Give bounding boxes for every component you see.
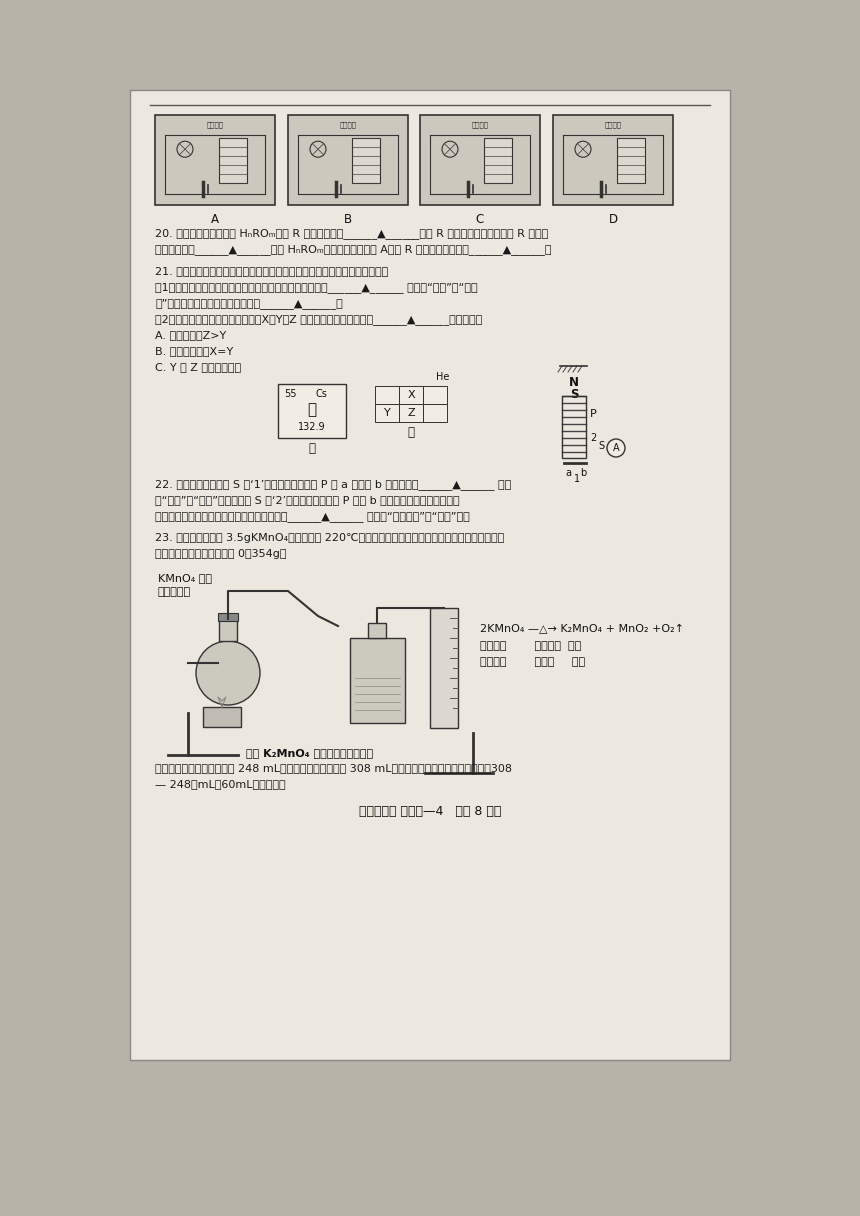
Text: 呆紫红色        呆綠色     不溫: 呆紫红色 呆綠色 不溫 — [480, 657, 585, 668]
Text: A: A — [612, 443, 619, 454]
Text: 属”），该元素原子的核外电子数为______▲______。: 属”），该元素原子的核外电子数为______▲______。 — [155, 298, 343, 309]
Text: S: S — [569, 388, 578, 401]
Text: 科学检测卷 试题卷—4   （共 8 页）: 科学检测卷 试题卷—4 （共 8 页） — [359, 805, 501, 818]
Bar — [423, 404, 447, 422]
Text: 填“伸长”或“缩短”）；当开关 S 接‘2’，将滑动变阻器片 P 滑至 b 端，并剪断弹簧，让条形磁: 填“伸长”或“缩短”）；当开关 S 接‘2’，将滑动变阻器片 P 滑至 b 端，… — [155, 495, 459, 505]
Text: 弹性耐候: 弹性耐候 — [471, 122, 488, 128]
Bar — [562, 396, 586, 458]
Text: 式计算的理论量为放出氧气 0．354g。: 式计算的理论量为放出氧气 0．354g。 — [155, 548, 286, 559]
Bar — [203, 706, 241, 727]
Circle shape — [196, 641, 260, 705]
Bar — [483, 137, 513, 182]
Text: — 248）mL＝60mL。试回答：: — 248）mL＝60mL。试回答： — [155, 779, 286, 789]
Text: （1）图甲是錸元素在元素周期表中的信息，则錸元素属于______▲______ （选填“金属”或“非金: （1）图甲是錸元素在元素周期表中的信息，则錸元素属于______▲______ … — [155, 282, 477, 293]
Bar — [278, 384, 346, 438]
Text: Y: Y — [384, 409, 390, 418]
Text: a: a — [565, 468, 571, 478]
Text: C: C — [476, 213, 484, 226]
Bar — [420, 116, 540, 206]
Text: 21. 元素周期表是学习和研究化学的重要工具，试根据图所示回答相应问题：: 21. 元素周期表是学习和研究化学的重要工具，试根据图所示回答相应问题： — [155, 266, 388, 276]
Text: KMnO₄ 制氧: KMnO₄ 制氧 — [158, 573, 212, 582]
Text: A. 原子序数：Z>Y: A. 原子序数：Z>Y — [155, 330, 226, 340]
Text: 体穿过线圈，产生电磁感应，电流表的指针会______▲______ （选填“发生偏转”或“不动”）。: 体穿过线圈，产生电磁感应，电流表的指针会______▲______ （选填“发生… — [155, 511, 470, 522]
Text: N: N — [569, 376, 579, 389]
Text: 1: 1 — [574, 474, 580, 484]
Text: 换算成标准状况下的体积为 248 mL，而实际测得的氧气为 308 mL（标准状况），超过理论量为：（308: 换算成标准状况下的体积为 248 mL，而实际测得的氧气为 308 mL（标准状… — [155, 762, 512, 773]
Text: Cs: Cs — [316, 389, 328, 399]
Bar — [219, 619, 237, 641]
Text: A: A — [211, 213, 219, 226]
Bar — [218, 137, 248, 182]
Bar — [423, 385, 447, 404]
Bar — [350, 638, 405, 724]
Text: 23. 由实验测知：取 3.5gKMnO₄晶体加热到 220℃，分解放出的氧气多于按下式计算的理论量。按下: 23. 由实验测知：取 3.5gKMnO₄晶体加热到 220℃，分解放出的氧气多… — [155, 533, 504, 544]
Text: 20. 某化合物的化学式为 HₙROₘ，则 R 的化化合价为______▲______；若 R 的化化合价为奇数，则 R 的氧化: 20. 某化合物的化学式为 HₙROₘ，则 R 的化化合价为______▲___… — [155, 229, 549, 238]
Text: D: D — [608, 213, 617, 226]
Text: He: He — [436, 372, 450, 382]
Text: 乙: 乙 — [408, 426, 415, 439]
Bar — [218, 613, 238, 621]
Text: P: P — [590, 409, 597, 420]
Text: b: b — [580, 468, 587, 478]
Text: （2）图乙为元素周期表的一部分，X、Y、Z 代表三种不同元素，以下______▲______判断正确。: （2）图乙为元素周期表的一部分，X、Y、Z 代表三种不同元素，以下______▲… — [155, 314, 482, 325]
Bar — [399, 385, 423, 404]
Text: 弹性耐候: 弹性耐候 — [605, 122, 622, 128]
Bar — [288, 116, 408, 206]
Bar — [430, 608, 458, 728]
Text: 气后的残渣: 气后的残渣 — [158, 587, 191, 597]
Text: 2: 2 — [590, 433, 596, 443]
Text: C. Y 和 Z 处于同一周期: C. Y 和 Z 处于同一周期 — [155, 362, 241, 372]
Text: 132.9: 132.9 — [298, 422, 326, 432]
Bar — [617, 137, 645, 182]
Text: 物的化学式为______▲______；若 HₙROₘ的相对分子质量为 A，则 R 的相对原子质量为______▲______。: 物的化学式为______▲______；若 HₙROₘ的相对分子质量为 A，则 … — [155, 244, 551, 255]
Bar — [375, 385, 399, 404]
Text: 55: 55 — [284, 389, 297, 399]
Text: 弹性耐候: 弹性耐候 — [206, 122, 224, 128]
Text: 22. 如图所示，当开关 S 接‘1’，将滑动变阻器片 P 由 a 端滑向 b 端，弹簧将______▲______ （选: 22. 如图所示，当开关 S 接‘1’，将滑动变阻器片 P 由 a 端滑向 b … — [155, 479, 511, 490]
Text: 检验 K₂MnO₄ 分解产生氧气的实验: 检验 K₂MnO₄ 分解产生氧气的实验 — [247, 748, 373, 758]
Bar — [352, 137, 380, 182]
Circle shape — [607, 439, 625, 457]
Text: S: S — [598, 441, 604, 451]
Text: 甲: 甲 — [309, 441, 316, 455]
Text: 弹性耐候: 弹性耐候 — [340, 122, 357, 128]
Bar — [553, 116, 673, 206]
Bar — [368, 623, 386, 638]
Text: 溢于水后        溢于水后  黑色: 溢于水后 溢于水后 黑色 — [480, 641, 581, 651]
Text: B. 核外电子数：X=Y: B. 核外电子数：X=Y — [155, 347, 233, 356]
Bar — [155, 116, 275, 206]
Text: 2KMnO₄ —△→ K₂MnO₄ + MnO₂ +O₂↑: 2KMnO₄ —△→ K₂MnO₄ + MnO₂ +O₂↑ — [480, 623, 684, 634]
Bar — [130, 90, 730, 1060]
Text: 錸: 錸 — [307, 402, 316, 417]
Text: Z: Z — [407, 409, 415, 418]
Text: X: X — [407, 390, 415, 400]
Bar — [399, 404, 423, 422]
Text: B: B — [344, 213, 352, 226]
Bar — [375, 404, 399, 422]
